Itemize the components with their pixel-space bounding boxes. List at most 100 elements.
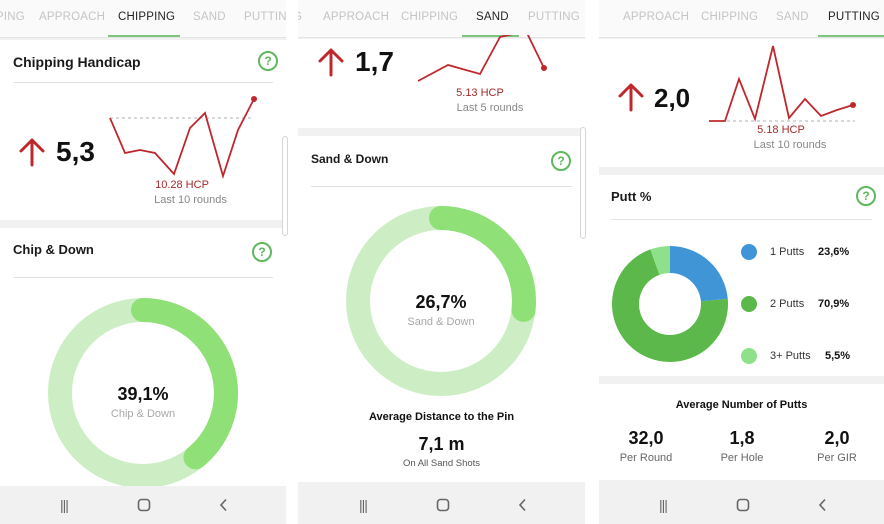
handicap-value: 5,3: [56, 136, 95, 167]
tab-sand[interactable]: SAND: [193, 11, 226, 23]
legend-label: 2 Putts: [770, 298, 805, 310]
putt-distribution-chart: [612, 246, 728, 362]
active-tab-indicator: [818, 35, 884, 37]
tab-approach[interactable]: APPROACH: [623, 11, 690, 23]
rounds-label: Last 10 rounds: [753, 139, 827, 151]
active-tab-indicator: [108, 35, 180, 37]
system-nav-bar: |||: [298, 486, 585, 524]
active-tab-indicator: [462, 35, 519, 37]
back-icon[interactable]: [813, 496, 833, 514]
avg-distance-label: On All Sand Shots: [402, 458, 481, 469]
tab-chipping[interactable]: CHIPPING: [401, 11, 459, 23]
system-nav-bar: |||: [599, 486, 884, 524]
card-title: Sand & Down: [311, 152, 389, 166]
divider: [13, 277, 273, 278]
adjacent-card-edge: [580, 127, 586, 239]
putt-percent-card: Putt % ? 1 Putts 23,6% 2 Putts 70,9% 3+ …: [599, 175, 884, 376]
sand-screen: G APPROACH CHIPPING SAND PUTTING 1,7 5.1…: [298, 0, 585, 524]
slice-2-putts: [612, 249, 728, 362]
handicap-value: 1,7: [355, 46, 394, 77]
recent-apps-icon[interactable]: |||: [60, 497, 69, 513]
tab-chipping[interactable]: CHIPPING: [118, 11, 176, 23]
system-nav-bar: |||: [0, 486, 286, 524]
legend-value: 5,5%: [825, 350, 851, 362]
putting-handicap-card: 2,0 5.18 HCP Last 10 rounds: [599, 39, 884, 167]
handicap-value: 2,0: [654, 83, 691, 113]
handicap-trend-chart: [709, 45, 856, 122]
trend-up-icon: [19, 138, 45, 167]
adjacent-card-edge: [282, 136, 288, 236]
home-icon[interactable]: [134, 496, 154, 514]
tab-approach[interactable]: APPROACH: [323, 11, 390, 23]
slice-1-putts: [670, 246, 728, 302]
slice-3plus-putts: [650, 246, 670, 275]
sand-handicap-card: 1,7 5.13 HCP Last 5 rounds: [298, 35, 585, 128]
per-hole-label: Per Hole: [720, 452, 764, 464]
donut-label: Chip & Down: [110, 408, 176, 420]
recent-apps-icon[interactable]: |||: [659, 497, 668, 513]
recent-apps-icon[interactable]: |||: [359, 497, 368, 513]
legend-value: 23,6%: [818, 246, 850, 258]
card-title: Chip & Down: [13, 242, 94, 257]
tab-putting[interactable]: PUTTING: [528, 11, 580, 23]
back-icon[interactable]: [214, 496, 234, 514]
putting-screen: APPROACH CHIPPING SAND PUTTING 2,0 5.18 …: [599, 0, 884, 524]
per-gir-label: Per GIR: [817, 452, 857, 464]
help-icon[interactable]: ?: [252, 242, 272, 262]
rounds-label: Last 10 rounds: [154, 194, 227, 206]
chipping-screen: PING APPROACH CHIPPING SAND PUTTING Chip…: [0, 0, 286, 524]
per-round-value: 32,0: [628, 428, 664, 448]
tab-chipping[interactable]: CHIPPING: [701, 11, 759, 23]
per-round-label: Per Round: [619, 452, 673, 464]
tab-approach[interactable]: APPROACH: [39, 11, 106, 23]
per-gir-value: 2,0: [824, 428, 850, 448]
avg-putts-card: Average Number of Putts 32,0 Per Round 1…: [599, 384, 884, 480]
tab-driving[interactable]: G: [298, 11, 302, 23]
avg-distance-value: 7,1 m: [418, 434, 465, 454]
sand-and-down-card: Sand & Down ? 26,7% Sand & Down Average …: [298, 136, 585, 482]
legend-dot-2-putts: [741, 296, 757, 312]
sand-down-donut: [346, 206, 536, 396]
handicap-trend-chart: [417, 35, 547, 82]
divider: [13, 82, 273, 83]
divider: [311, 186, 572, 187]
legend-label: 3+ Putts: [770, 350, 811, 362]
rounds-label: Last 5 rounds: [456, 102, 524, 114]
card-title: Putt %: [611, 189, 652, 204]
tab-bar: PING APPROACH CHIPPING SAND PUTTING: [0, 0, 286, 38]
help-icon[interactable]: ?: [258, 51, 278, 71]
trend-up-icon: [618, 83, 644, 112]
chip-and-down-card: Chip & Down ? 39,1% Chip & Down: [0, 228, 286, 488]
tab-bar: APPROACH CHIPPING SAND PUTTING: [599, 0, 884, 38]
tab-putting[interactable]: PUTTING: [244, 11, 286, 23]
legend-dot-1-putts: [741, 244, 757, 260]
per-hole-value: 1,8: [729, 428, 755, 448]
donut-label: Sand & Down: [407, 316, 475, 328]
donut-value: 26,7%: [415, 292, 467, 312]
avg-distance-title: Average Distance to the Pin: [368, 411, 515, 423]
trend-up-icon: [318, 48, 344, 77]
tab-bar: G APPROACH CHIPPING SAND PUTTING: [298, 0, 585, 38]
tab-putting[interactable]: PUTTING: [828, 11, 880, 23]
legend-value: 70,9%: [818, 298, 850, 310]
help-icon[interactable]: ?: [856, 186, 876, 206]
chip-down-donut: [48, 298, 238, 488]
home-icon[interactable]: [733, 496, 753, 514]
home-icon[interactable]: [433, 496, 453, 514]
hcp-label: 10.28 HCP: [155, 179, 209, 191]
hcp-label: 5.13 HCP: [456, 87, 504, 99]
card-title: Chipping Handicap: [13, 54, 141, 70]
avg-putts-title: Average Number of Putts: [675, 399, 808, 411]
help-icon[interactable]: ?: [551, 151, 571, 171]
handicap-trend-chart: [109, 96, 257, 180]
legend-label: 1 Putts: [770, 246, 805, 258]
chipping-handicap-card: Chipping Handicap ? 5,3 10.28 HCP Last 1…: [0, 40, 286, 220]
tab-sand[interactable]: SAND: [776, 11, 809, 23]
divider: [611, 219, 872, 220]
legend-dot-3plus-putts: [741, 348, 757, 364]
back-icon[interactable]: [513, 496, 533, 514]
donut-value: 39,1%: [117, 384, 169, 404]
tab-driving[interactable]: PING: [0, 11, 25, 23]
hcp-label: 5.18 HCP: [757, 124, 805, 136]
tab-sand[interactable]: SAND: [476, 11, 509, 23]
